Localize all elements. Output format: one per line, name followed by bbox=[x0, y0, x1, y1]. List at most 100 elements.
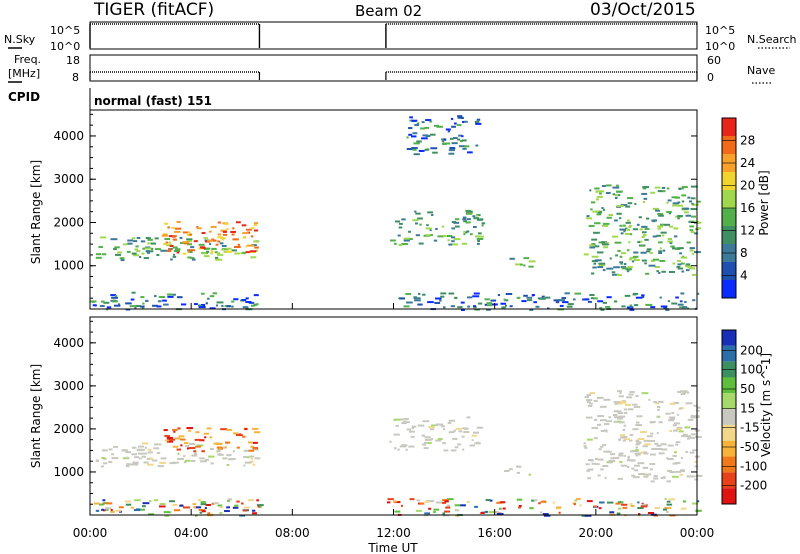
echo-cell bbox=[666, 503, 673, 506]
echo-cell bbox=[209, 436, 213, 439]
echo-cell bbox=[669, 429, 672, 432]
echo-cell bbox=[448, 419, 456, 422]
echo-cell bbox=[457, 116, 463, 119]
colorbar-swatch bbox=[722, 190, 736, 208]
echo-cell bbox=[526, 299, 533, 302]
echo-cell bbox=[520, 263, 523, 266]
echo-cell bbox=[599, 306, 603, 309]
echo-cell bbox=[594, 222, 601, 225]
echo-cell bbox=[677, 267, 684, 270]
echo-cell bbox=[603, 450, 610, 453]
echo-cell bbox=[606, 420, 613, 423]
echo-cell bbox=[617, 507, 622, 510]
echo-cell bbox=[628, 393, 634, 396]
echo-cell bbox=[220, 237, 226, 240]
echo-cell bbox=[682, 433, 688, 436]
echo-cell bbox=[604, 476, 607, 479]
echo-cell bbox=[673, 401, 680, 404]
echo-cell bbox=[209, 243, 212, 246]
echo-cell bbox=[406, 136, 409, 139]
echo-cell bbox=[653, 401, 657, 404]
echo-cell bbox=[641, 392, 649, 395]
echo-cell bbox=[472, 226, 477, 229]
echo-cell bbox=[593, 231, 600, 234]
echo-cell bbox=[688, 475, 695, 478]
echo-cell bbox=[248, 449, 255, 452]
echo-cell bbox=[641, 294, 645, 297]
echo-cell bbox=[125, 451, 131, 454]
echo-cell bbox=[198, 306, 206, 309]
echo-cell bbox=[186, 240, 192, 243]
echo-cell bbox=[476, 218, 483, 221]
echo-cell bbox=[414, 299, 421, 302]
echo-cell bbox=[685, 263, 691, 266]
echo-cell bbox=[254, 457, 261, 460]
colorbar-swatch bbox=[722, 377, 736, 394]
echo-cell bbox=[639, 228, 643, 231]
echo-cell bbox=[596, 396, 600, 399]
echo-cell bbox=[172, 246, 178, 249]
echo-cell bbox=[584, 514, 592, 517]
echo-cell bbox=[509, 305, 513, 308]
echo-cell bbox=[668, 498, 676, 501]
echo-cell bbox=[682, 500, 687, 503]
echo-cell bbox=[681, 435, 686, 438]
echo-cell bbox=[684, 300, 687, 303]
echo-cell bbox=[475, 235, 481, 238]
echo-cell bbox=[680, 507, 687, 510]
echo-cell bbox=[255, 249, 259, 252]
echo-cell bbox=[696, 292, 700, 295]
echo-cell bbox=[602, 222, 610, 225]
echo-cell bbox=[587, 477, 592, 480]
echo-cell bbox=[692, 415, 700, 418]
echo-cell bbox=[625, 268, 632, 271]
echo-cell bbox=[441, 225, 445, 228]
x-tick-label: 12:00 bbox=[376, 526, 411, 540]
echo-cell bbox=[147, 463, 154, 466]
echo-cell bbox=[167, 438, 171, 441]
echo-cell bbox=[253, 240, 260, 243]
nave-tick-high: 60 bbox=[707, 54, 721, 67]
echo-cell bbox=[190, 257, 195, 260]
echo-cell bbox=[677, 204, 684, 207]
echo-cell bbox=[224, 441, 231, 444]
echo-cell bbox=[668, 416, 676, 419]
echo-cell bbox=[423, 447, 429, 450]
echo-cell bbox=[587, 459, 594, 462]
echo-cell bbox=[619, 392, 622, 395]
echo-cell bbox=[425, 227, 432, 230]
colorbar-tick-label: 8 bbox=[740, 246, 748, 260]
echo-cell bbox=[221, 304, 224, 307]
echo-cell bbox=[681, 194, 687, 197]
echo-cell bbox=[586, 217, 593, 220]
echo-cell bbox=[205, 503, 211, 506]
echo-cell bbox=[113, 304, 121, 307]
colorbar-tick-label: 12 bbox=[740, 224, 755, 238]
echo-cell bbox=[221, 248, 229, 251]
echo-cell bbox=[638, 513, 641, 516]
echo-cell bbox=[654, 186, 661, 189]
echo-cell bbox=[523, 264, 526, 267]
echo-cell bbox=[646, 217, 650, 220]
echo-cell bbox=[215, 304, 219, 307]
echo-cell bbox=[620, 204, 628, 207]
echo-cell bbox=[138, 452, 144, 455]
echo-cell bbox=[416, 499, 421, 502]
freq-panel: Freq. [MHz] 18 8 60 0 Nave bbox=[8, 53, 775, 84]
echo-cell bbox=[583, 442, 586, 445]
echo-cell bbox=[613, 457, 620, 460]
echo-cell bbox=[428, 507, 432, 510]
echo-cell bbox=[602, 269, 606, 272]
echo-cell bbox=[176, 220, 181, 223]
echo-cell bbox=[663, 306, 668, 309]
echo-cell bbox=[165, 241, 169, 244]
echo-cell bbox=[226, 464, 230, 467]
echo-cell bbox=[596, 213, 602, 216]
echo-cell bbox=[593, 399, 598, 402]
colorbar-tick-label: 100 bbox=[740, 363, 763, 377]
echo-cell bbox=[111, 453, 114, 456]
echo-cell bbox=[232, 238, 239, 241]
echo-cell bbox=[409, 498, 415, 501]
echo-cell bbox=[461, 308, 465, 311]
echo-cell bbox=[166, 440, 174, 443]
